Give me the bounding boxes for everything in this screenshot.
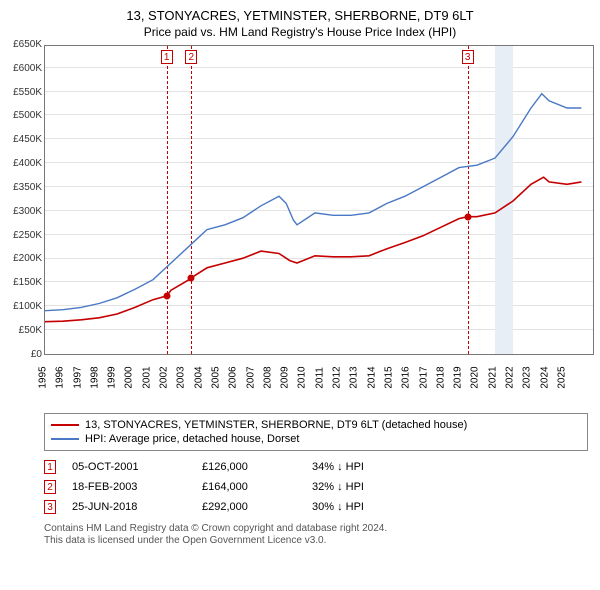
series-line-hpi xyxy=(45,94,581,311)
series-line-property xyxy=(45,177,581,322)
x-axis: 1995199619971998199920002001200220032004… xyxy=(44,365,584,395)
sale-delta: 30% ↓ HPI xyxy=(312,501,452,513)
sale-dot xyxy=(163,292,170,299)
legend: 13, STONYACRES, YETMINSTER, SHERBORNE, D… xyxy=(44,413,588,451)
legend-row: HPI: Average price, detached house, Dors… xyxy=(51,432,581,446)
chart-subtitle: Price paid vs. HM Land Registry's House … xyxy=(6,25,594,39)
chart-title: 13, STONYACRES, YETMINSTER, SHERBORNE, D… xyxy=(6,8,594,25)
sale-dot xyxy=(464,213,471,220)
legend-swatch xyxy=(51,438,79,440)
sale-date: 18-FEB-2003 xyxy=(72,481,202,493)
series-svg xyxy=(45,46,585,355)
sale-price: £126,000 xyxy=(202,461,312,473)
sale-row: 2 18-FEB-2003£164,00032% ↓ HPI xyxy=(44,477,588,497)
sale-number-box: 1 xyxy=(44,460,56,474)
sale-delta: 32% ↓ HPI xyxy=(312,481,452,493)
price-chart-card: 13, STONYACRES, YETMINSTER, SHERBORNE, D… xyxy=(0,0,600,553)
footer-line: Contains HM Land Registry data © Crown c… xyxy=(44,523,588,535)
sale-number-box: 2 xyxy=(44,480,56,494)
sale-dot xyxy=(188,274,195,281)
legend-label: HPI: Average price, detached house, Dors… xyxy=(85,433,299,445)
legend-label: 13, STONYACRES, YETMINSTER, SHERBORNE, D… xyxy=(85,419,467,431)
sale-row: 3 25-JUN-2018£292,00030% ↓ HPI xyxy=(44,497,588,517)
legend-swatch xyxy=(51,424,79,426)
sale-price: £164,000 xyxy=(202,481,312,493)
footer-attribution: Contains HM Land Registry data © Crown c… xyxy=(44,523,588,547)
sale-row: 1 05-OCT-2001£126,00034% ↓ HPI xyxy=(44,457,588,477)
sale-price: £292,000 xyxy=(202,501,312,513)
x-tick-label: 2025 xyxy=(557,371,587,388)
plot-area: 123 xyxy=(44,45,594,355)
sale-number-box: 3 xyxy=(44,500,56,514)
sale-date: 05-OCT-2001 xyxy=(72,461,202,473)
sale-delta: 34% ↓ HPI xyxy=(312,461,452,473)
legend-row: 13, STONYACRES, YETMINSTER, SHERBORNE, D… xyxy=(51,418,581,432)
footer-line: This data is licensed under the Open Gov… xyxy=(44,535,588,547)
sale-date: 25-JUN-2018 xyxy=(72,501,202,513)
y-axis: £0£50K£100K£150K£200K£250K£300K£350K£400… xyxy=(6,45,44,355)
sales-table: 1 05-OCT-2001£126,00034% ↓ HPI 2 18-FEB-200… xyxy=(44,457,588,517)
